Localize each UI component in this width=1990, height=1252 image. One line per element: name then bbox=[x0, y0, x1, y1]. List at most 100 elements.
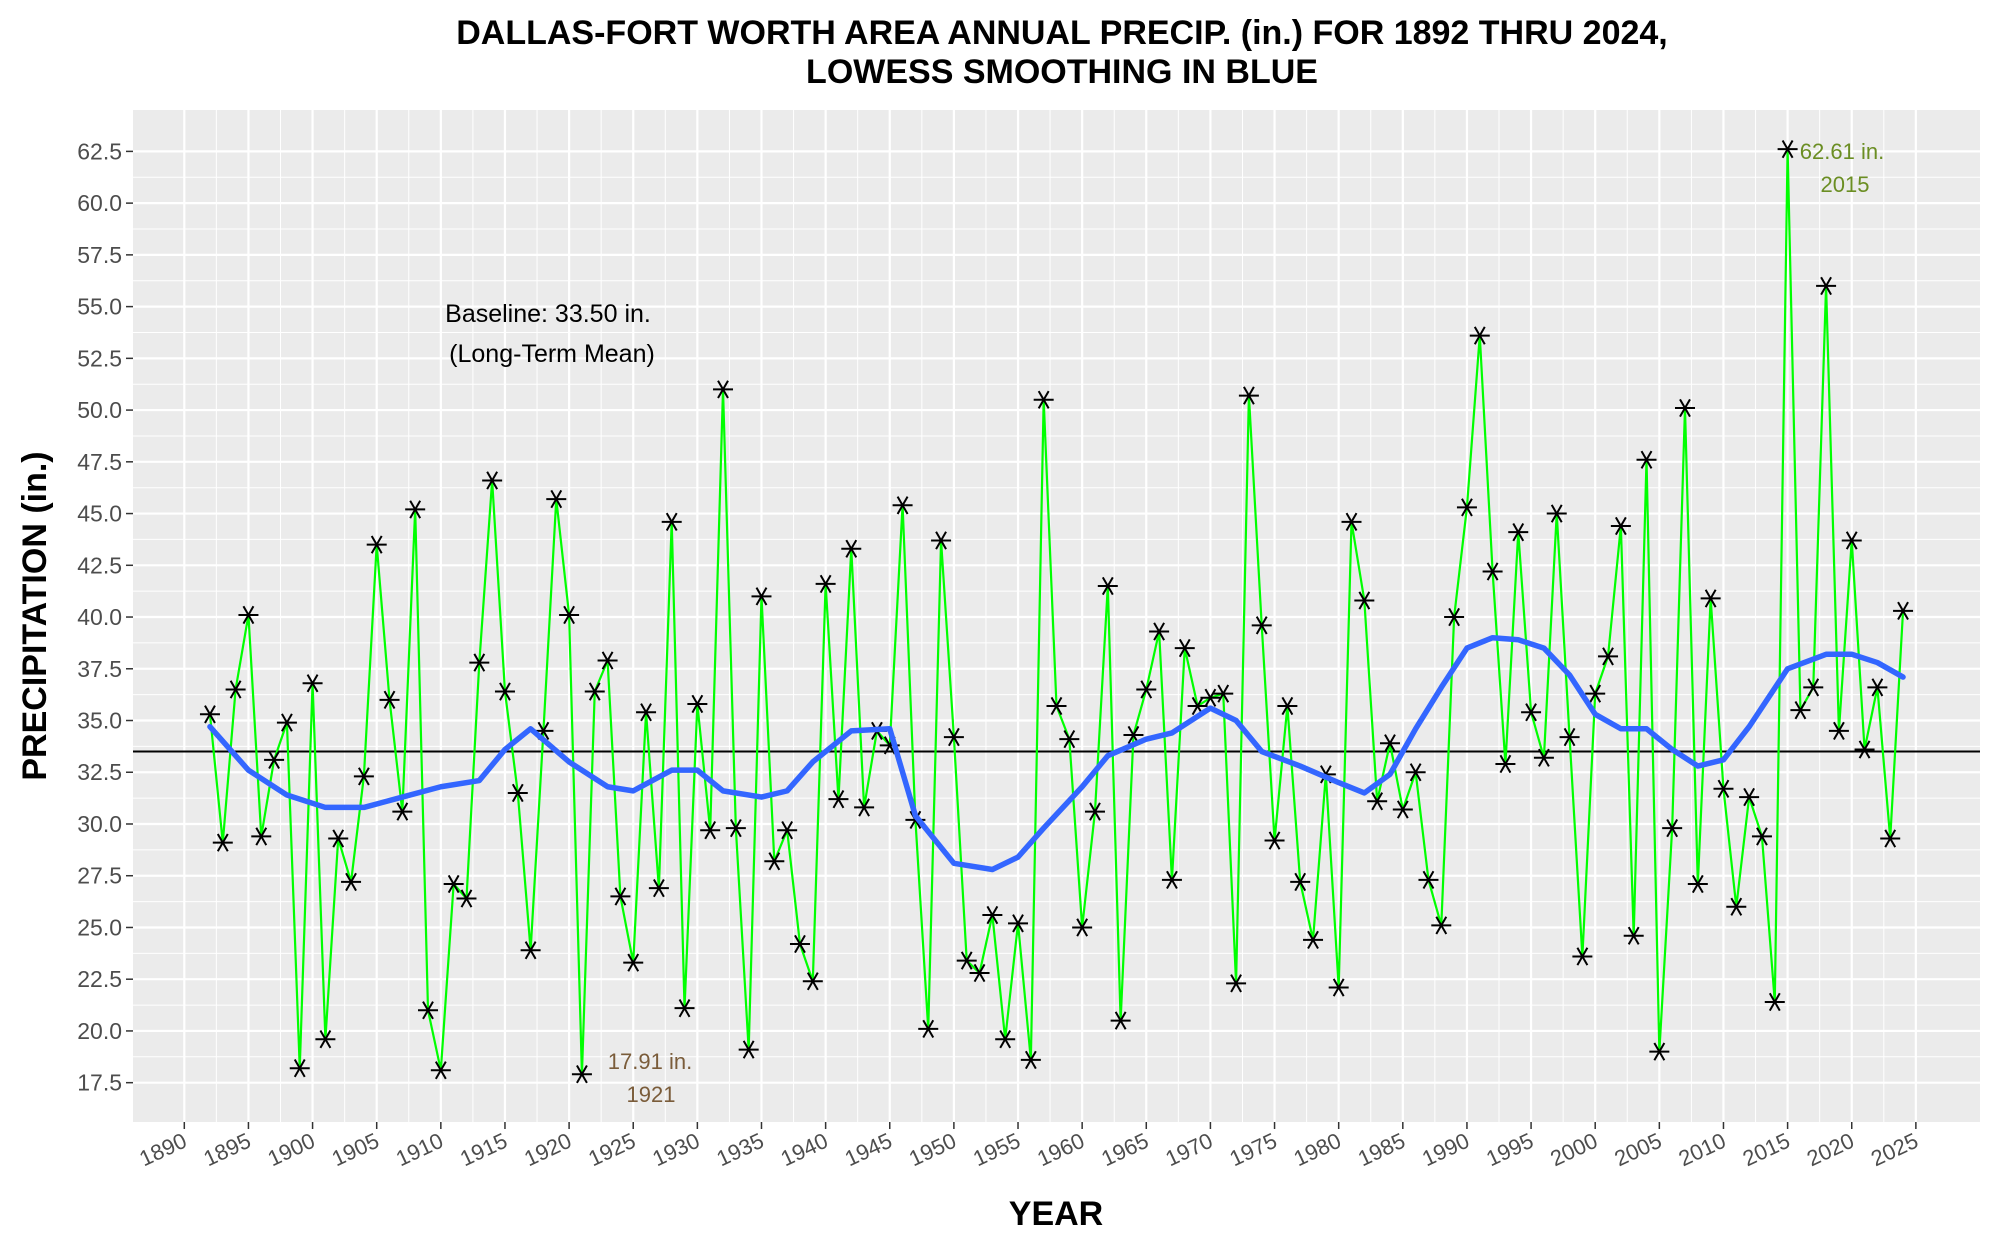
data-point bbox=[943, 727, 964, 747]
data-point bbox=[456, 889, 477, 908]
baseline-label-line1: Baseline: 33.50 in. bbox=[445, 300, 651, 328]
x-tick-label: 2000 bbox=[1546, 1128, 1601, 1171]
y-tick-label: 20.0 bbox=[77, 1018, 122, 1044]
data-point bbox=[584, 682, 605, 701]
data-point bbox=[1110, 1011, 1131, 1030]
x-tick-label: 2020 bbox=[1803, 1128, 1858, 1171]
data-point bbox=[392, 802, 413, 821]
data-point bbox=[918, 1019, 939, 1039]
data-point bbox=[841, 539, 862, 558]
data-point bbox=[1700, 589, 1721, 608]
data-point bbox=[1136, 680, 1157, 699]
data-point bbox=[1893, 601, 1914, 620]
data-point bbox=[302, 674, 323, 693]
data-point bbox=[1226, 974, 1247, 993]
data-point bbox=[1046, 696, 1067, 716]
data-point bbox=[674, 999, 695, 1018]
x-tick-label: 1895 bbox=[200, 1128, 255, 1171]
data-point bbox=[597, 651, 618, 670]
y-tick-label: 62.5 bbox=[77, 138, 122, 164]
data-point bbox=[725, 818, 746, 838]
data-point bbox=[1559, 727, 1580, 747]
data-point bbox=[1777, 139, 1798, 159]
max-annotation-year: 2015 bbox=[1821, 172, 1870, 197]
data-point bbox=[1636, 450, 1657, 469]
data-point bbox=[199, 705, 220, 724]
data-point bbox=[1482, 562, 1503, 581]
chart-title-line1: DALLAS-FORT WORTH AREA ANNUAL PRECIP. (i… bbox=[456, 14, 1668, 52]
x-tick-label: 2025 bbox=[1867, 1128, 1922, 1171]
data-point bbox=[1277, 696, 1298, 716]
data-point bbox=[1880, 829, 1901, 848]
data-point bbox=[379, 690, 400, 709]
data-point bbox=[276, 713, 297, 732]
x-tick-label: 1890 bbox=[135, 1128, 190, 1171]
data-point bbox=[559, 605, 580, 625]
data-point bbox=[225, 680, 246, 699]
data-point bbox=[289, 1059, 310, 1078]
data-point bbox=[764, 852, 785, 871]
data-point bbox=[982, 905, 1003, 925]
data-point bbox=[353, 767, 374, 786]
baseline-label-line2: (Long-Term Mean) bbox=[449, 340, 655, 368]
data-point bbox=[1739, 787, 1760, 807]
y-tick-label: 55.0 bbox=[77, 294, 122, 320]
data-point bbox=[1431, 916, 1452, 935]
y-tick-label: 50.0 bbox=[77, 397, 122, 423]
data-point bbox=[892, 496, 913, 515]
x-tick-label: 1970 bbox=[1162, 1128, 1217, 1171]
data-point bbox=[328, 829, 349, 848]
x-tick-label: 2015 bbox=[1739, 1128, 1794, 1171]
x-tick-label: 1975 bbox=[1226, 1128, 1281, 1171]
data-point bbox=[1598, 647, 1619, 666]
y-tick-label: 40.0 bbox=[77, 604, 122, 630]
data-point bbox=[687, 694, 708, 714]
x-tick-label: 1985 bbox=[1354, 1128, 1409, 1171]
x-tick-label: 1950 bbox=[905, 1128, 960, 1171]
x-tick-label: 1995 bbox=[1482, 1128, 1537, 1171]
data-point bbox=[931, 531, 952, 550]
data-point bbox=[571, 1065, 592, 1084]
data-point bbox=[1174, 638, 1195, 658]
data-point bbox=[1816, 276, 1837, 296]
x-tick-label: 1910 bbox=[392, 1128, 447, 1171]
chart-title-line2: LOWESS SMOOTHING IN BLUE bbox=[806, 53, 1318, 91]
data-point bbox=[969, 963, 990, 983]
y-tick-label: 35.0 bbox=[77, 708, 122, 734]
x-tick-label: 1945 bbox=[841, 1128, 896, 1171]
x-tick-label: 1900 bbox=[264, 1128, 319, 1171]
data-point bbox=[212, 833, 233, 852]
data-point bbox=[1213, 684, 1234, 703]
data-point bbox=[251, 827, 272, 846]
data-point bbox=[1149, 622, 1170, 641]
data-point bbox=[1726, 897, 1747, 916]
x-tick-label: 1930 bbox=[649, 1128, 704, 1171]
data-point bbox=[1623, 926, 1644, 945]
data-point bbox=[956, 951, 977, 970]
y-tick-label: 37.5 bbox=[77, 656, 122, 682]
x-tick-label: 1940 bbox=[777, 1128, 832, 1171]
data-point bbox=[507, 783, 528, 803]
y-tick-label: 30.0 bbox=[77, 811, 122, 837]
lowess-smooth-line bbox=[207, 634, 1906, 873]
max-annotation-value: 62.61 in. bbox=[1800, 139, 1884, 164]
data-point bbox=[1379, 734, 1400, 753]
data-point bbox=[1546, 504, 1567, 523]
data-point bbox=[1751, 827, 1772, 846]
data-point bbox=[661, 512, 682, 531]
data-point bbox=[828, 789, 849, 809]
data-point bbox=[636, 703, 657, 722]
data-point bbox=[341, 872, 362, 892]
data-point bbox=[700, 821, 721, 840]
data-point bbox=[1764, 992, 1785, 1012]
data-point bbox=[1367, 792, 1388, 811]
data-point bbox=[1418, 870, 1439, 890]
data-point bbox=[854, 798, 875, 817]
data-point bbox=[546, 489, 567, 509]
data-point bbox=[315, 1030, 336, 1049]
y-tick-label: 32.5 bbox=[77, 759, 122, 785]
data-point bbox=[1867, 678, 1888, 697]
data-point bbox=[1097, 576, 1118, 596]
